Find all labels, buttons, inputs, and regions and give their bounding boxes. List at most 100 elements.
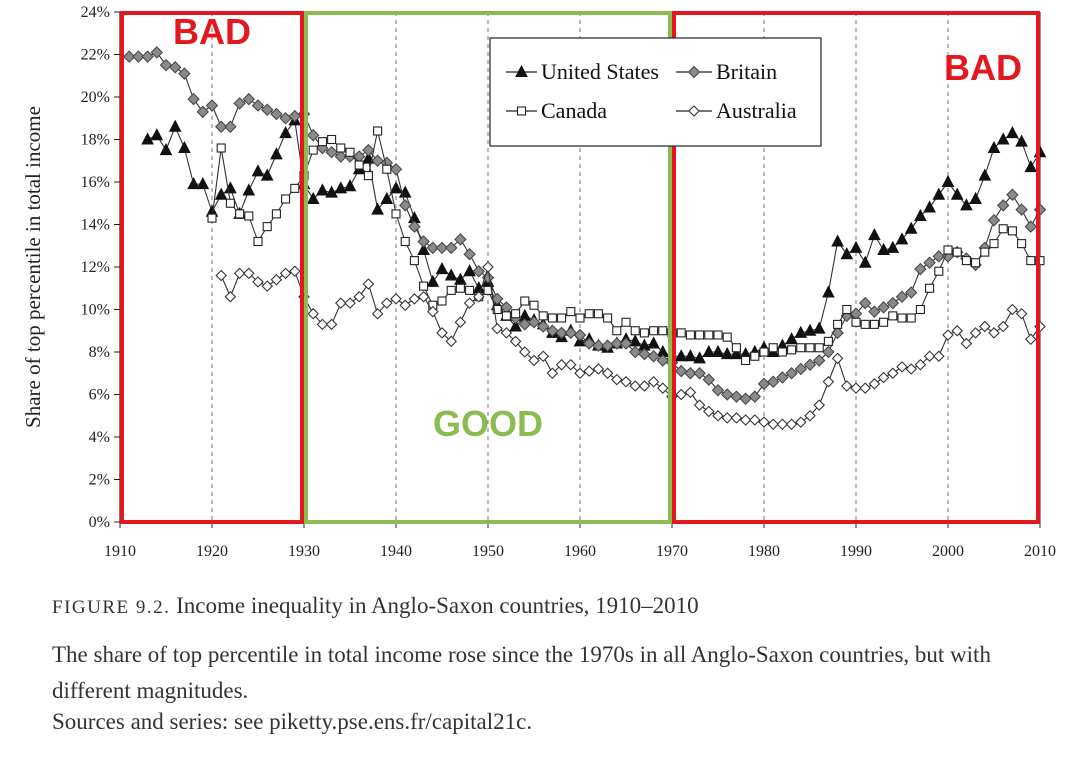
data-point-britain — [435, 241, 449, 255]
data-point-australia — [997, 320, 1009, 333]
data-point-canada — [262, 222, 272, 232]
data-point-united-states — [371, 202, 384, 215]
data-point-australia — [574, 367, 586, 380]
data-point-australia — [1015, 307, 1028, 320]
data-point-canada — [685, 330, 695, 340]
data-point-canada — [575, 313, 585, 323]
data-point-canada — [216, 143, 226, 153]
data-point-united-states — [150, 128, 164, 141]
data-point-united-states — [941, 174, 955, 187]
data-point-united-states — [1024, 160, 1038, 173]
data-point-united-states — [960, 198, 973, 211]
data-point-britain — [674, 364, 688, 378]
data-point-britain — [260, 103, 274, 116]
data-point-britain — [122, 50, 136, 63]
legend-marker-britain — [687, 65, 701, 79]
data-point-australia — [675, 388, 687, 401]
data-point-britain — [389, 163, 403, 176]
data-point-australia — [279, 267, 292, 280]
data-point-canada — [391, 209, 401, 219]
data-point-united-states — [242, 183, 256, 196]
data-point-canada — [952, 247, 962, 257]
data-point-canada — [787, 345, 797, 355]
data-point-australia — [325, 318, 338, 331]
data-point-australia — [785, 418, 798, 431]
data-point-australia — [693, 399, 706, 411]
data-point-united-states — [895, 232, 909, 245]
legend-label-canada: Canada — [541, 98, 607, 123]
data-point-canada — [639, 328, 649, 338]
data-point-australia — [877, 371, 890, 384]
data-point-australia — [795, 416, 807, 428]
data-point-britain — [564, 326, 578, 340]
data-point-united-states — [684, 349, 697, 362]
data-point-united-states — [417, 242, 430, 255]
data-point-canada — [382, 164, 392, 174]
data-point-canada — [253, 236, 263, 247]
data-point-australia — [344, 297, 356, 309]
x-tick-label: 1950 — [472, 543, 504, 560]
data-point-canada — [584, 309, 594, 319]
data-point-canada — [658, 326, 668, 336]
data-point-britain — [159, 58, 173, 72]
figure-title: Income inequality in Anglo-Saxon countri… — [176, 593, 699, 618]
data-point-australia — [546, 367, 559, 380]
data-point-australia — [482, 261, 494, 273]
data-point-united-states — [693, 351, 706, 364]
data-point-canada — [676, 328, 686, 338]
data-point-united-states — [711, 344, 725, 357]
x-tick-label: 1960 — [564, 543, 596, 560]
data-point-canada — [704, 330, 714, 340]
data-point-britain — [831, 326, 844, 340]
data-point-britain — [334, 150, 348, 163]
series-line-united-states — [147, 118, 1041, 359]
data-point-united-states — [178, 140, 191, 153]
data-point-united-states — [279, 126, 292, 139]
data-point-britain — [270, 107, 283, 121]
data-point-canada — [971, 258, 981, 268]
legend-box — [489, 37, 822, 147]
data-point-united-states — [214, 187, 228, 200]
data-point-britain — [776, 371, 789, 384]
data-point-australia — [914, 358, 927, 371]
data-point-united-states — [260, 168, 274, 181]
data-point-britain — [739, 392, 752, 405]
data-point-britain — [711, 384, 725, 397]
data-point-canada — [869, 319, 879, 329]
data-point-canada — [961, 256, 971, 266]
data-point-britain — [233, 97, 246, 110]
annotation-label-good: GOOD — [433, 403, 543, 444]
y-tick-label: 14% — [81, 217, 110, 234]
data-point-britain — [463, 248, 476, 261]
x-tick-label: 1980 — [748, 543, 780, 560]
data-point-united-states — [380, 191, 394, 204]
data-point-britain — [205, 99, 219, 112]
x-tick-label: 2000 — [932, 543, 964, 560]
data-point-britain — [693, 367, 706, 380]
data-point-britain — [766, 375, 780, 388]
data-point-britain — [895, 290, 909, 303]
data-point-united-states — [923, 200, 936, 213]
series-united-states — [141, 113, 1047, 364]
data-point-canada — [501, 311, 511, 321]
data-point-australia — [289, 265, 301, 278]
data-point-australia — [390, 293, 402, 305]
data-point-britain — [178, 67, 191, 80]
data-point-canada — [860, 319, 870, 329]
data-point-australia — [923, 350, 936, 363]
data-point-canada — [244, 211, 254, 221]
data-point-britain — [794, 362, 808, 376]
data-point-britain — [214, 120, 228, 133]
data-point-canada — [547, 313, 557, 323]
data-point-canada — [308, 145, 318, 155]
data-point-britain — [454, 233, 467, 246]
data-point-australia — [353, 290, 365, 303]
data-point-britain — [426, 241, 440, 255]
data-point-canada — [814, 343, 824, 353]
data-point-australia — [979, 320, 991, 333]
data-point-australia — [887, 367, 899, 380]
data-point-united-states — [803, 323, 817, 336]
data-point-canada — [363, 171, 373, 181]
data-point-australia — [362, 278, 375, 290]
data-point-united-states — [674, 349, 688, 362]
